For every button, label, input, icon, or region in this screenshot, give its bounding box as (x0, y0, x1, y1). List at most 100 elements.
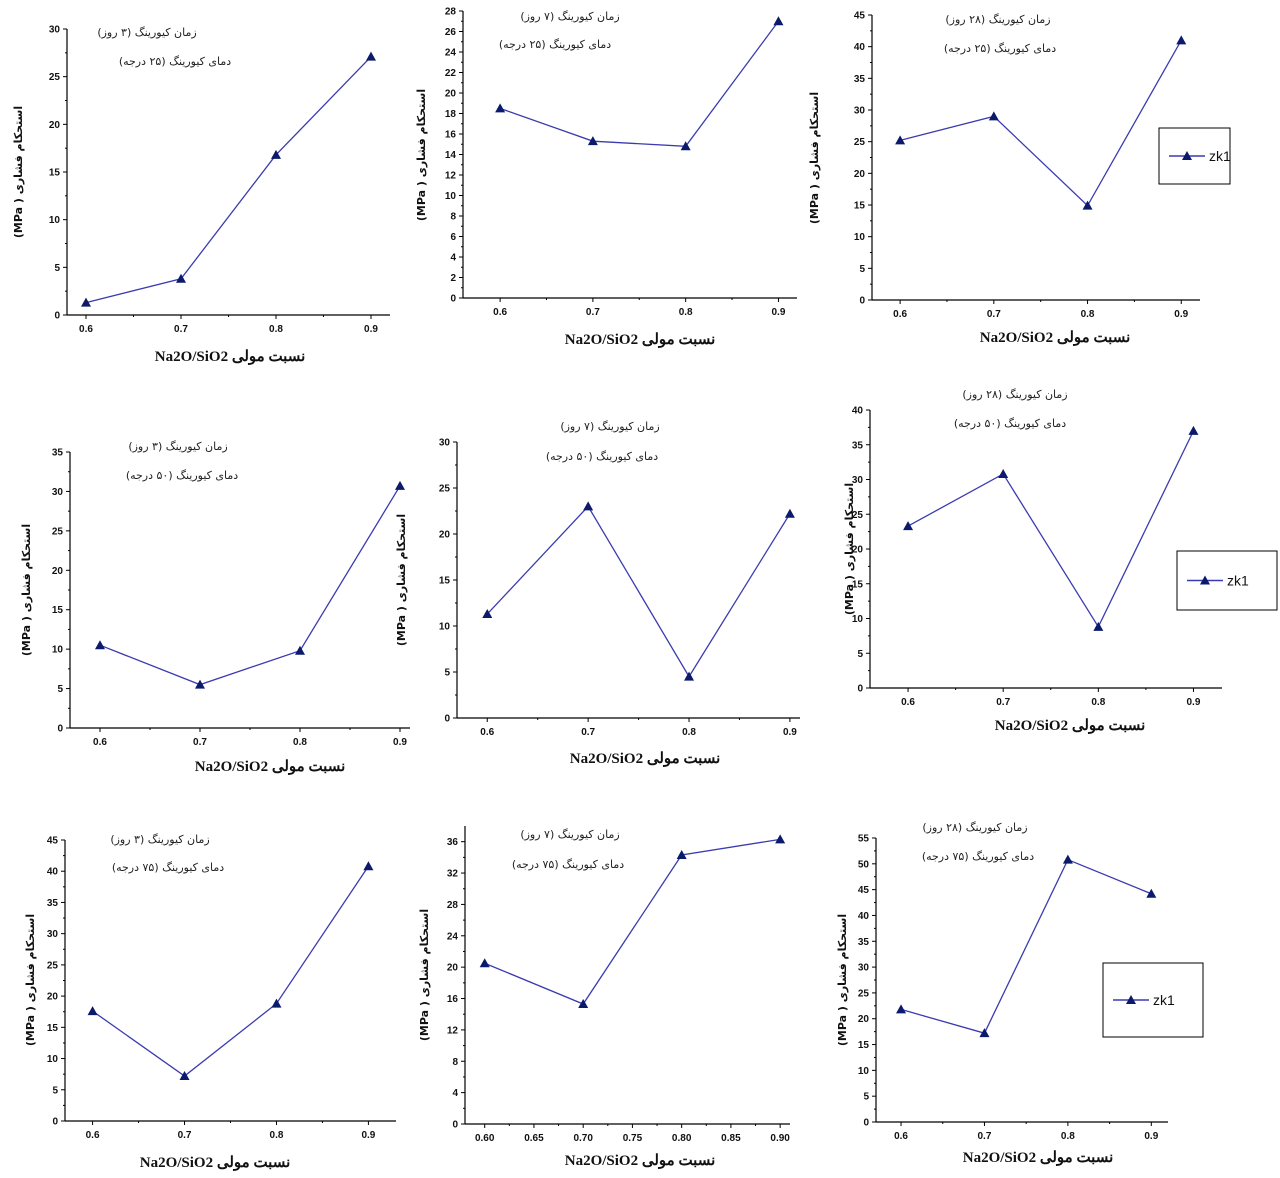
data-point-marker (1093, 621, 1104, 631)
y-tick-label: 10 (854, 232, 866, 243)
x-tick-label: 0.6 (894, 1131, 908, 1142)
y-tick-label: 20 (52, 566, 64, 577)
x-tick-label: 0.9 (361, 1130, 375, 1141)
data-point-marker (583, 501, 594, 511)
y-tick-label: 10 (852, 614, 864, 625)
data-point-marker (176, 273, 186, 283)
data-point-marker (775, 834, 786, 844)
y-tick-label: 20 (49, 120, 61, 131)
x-tick-label: 0.8 (1091, 697, 1105, 708)
series-line (92, 865, 369, 1077)
chart-panel-6: 0 5 10 15 20 25 30 35 40 0.6 0.7 0.8 0.9 زمان کیورینگ… (843, 388, 1278, 734)
y-axis-label: استحکام فشاری ( MPa) (836, 914, 849, 1046)
data-point-marker (784, 508, 795, 518)
y-tick-label: 32 (447, 869, 459, 880)
data-point-marker (895, 135, 906, 145)
y-axis-label: استحکام فشاری ( MPa) (418, 909, 431, 1041)
data-point-marker (587, 136, 598, 146)
y-tick-label: 10 (47, 1054, 59, 1065)
y-tick-label: 30 (47, 929, 59, 940)
y-tick-label: 45 (854, 11, 866, 22)
y-tick-label: 35 (854, 74, 866, 85)
x-tick-label: 0.8 (1081, 309, 1095, 320)
y-tick-label: 26 (445, 27, 457, 38)
data-point-marker (271, 149, 281, 159)
x-tick-label: 0.60 (475, 1133, 495, 1144)
y-tick-label: 30 (852, 475, 864, 486)
y-tick-label: 15 (854, 201, 866, 212)
x-axis-label: Na2O/SiO2 نسبت مولی (155, 349, 306, 365)
y-tick-label: 0 (57, 724, 63, 735)
x-tick-label: 0.6 (493, 307, 507, 318)
y-tick-label: 5 (57, 684, 63, 695)
data-point-marker (684, 671, 695, 681)
y-tick-label: 50 (858, 859, 870, 870)
x-tick-label: 0.6 (901, 697, 915, 708)
data-point-marker (479, 958, 490, 968)
x-tick-label: 0.6 (480, 727, 494, 738)
y-tick-label: 4 (450, 253, 456, 264)
data-point-marker (482, 609, 493, 619)
y-tick-label: 35 (858, 937, 870, 948)
x-tick-label: 0.6 (79, 324, 93, 335)
x-axis-label: Na2O/SiO2 نسبت مولی (995, 718, 1146, 734)
y-tick-label: 35 (852, 440, 864, 451)
data-point-marker (578, 999, 589, 1009)
y-axis-label: استحکام فشاری ( MPa) (415, 89, 428, 221)
chart-title: زمان کیورینگ (۷ روز) (520, 828, 619, 841)
x-axis-label: Na2O/SiO2 نسبت مولی (570, 751, 721, 767)
chart-title: زمان کیورینگ (۳ روز) (97, 26, 196, 39)
y-tick-label: 10 (439, 622, 451, 633)
x-tick-label: 0.7 (178, 1130, 192, 1141)
chart-subtitle: دمای کیورینگ (۷۵ درجه) (922, 850, 1034, 863)
chart-subtitle: دمای کیورینگ (۲۵ درجه) (499, 38, 611, 51)
x-tick-label: 0.6 (93, 737, 107, 748)
y-tick-label: 30 (854, 106, 866, 117)
x-axis-label: Na2O/SiO2 نسبت مولی (195, 759, 346, 775)
y-tick-label: 30 (49, 25, 61, 36)
y-tick-label: 35 (52, 448, 64, 459)
x-axis-label: Na2O/SiO2 نسبت مولی (565, 1153, 716, 1169)
data-point-marker (896, 1004, 907, 1014)
y-tick-label: 28 (447, 900, 459, 911)
y-tick-label: 40 (852, 406, 864, 417)
data-point-marker (1082, 200, 1093, 210)
x-tick-label: 0.90 (770, 1133, 790, 1144)
y-tick-label: 0 (863, 1118, 869, 1129)
x-tick-label: 0.8 (682, 727, 696, 738)
y-tick-label: 20 (858, 1014, 870, 1025)
y-tick-label: 0 (54, 311, 60, 322)
chart-title: زمان کیورینگ (۷ روز) (560, 420, 659, 433)
y-tick-label: 24 (447, 931, 459, 942)
y-tick-label: 20 (47, 992, 59, 1003)
y-tick-label: 25 (439, 484, 451, 495)
y-tick-label: 40 (854, 42, 866, 53)
y-tick-label: 15 (49, 168, 61, 179)
data-point-marker (773, 16, 784, 26)
chart-title: زمان کیورینگ (۳ روز) (110, 833, 209, 846)
x-tick-label: 0.9 (1187, 697, 1201, 708)
x-axis-label: Na2O/SiO2 نسبت مولی (140, 1155, 291, 1171)
x-tick-label: 0.7 (996, 697, 1010, 708)
chart-panel-5: 0 5 10 15 20 25 30 0.6 0.7 0.8 0.9 زمان کیورینگ (۷ … (395, 420, 800, 767)
data-point-marker (1146, 888, 1157, 898)
chart-subtitle: دمای کیورینگ (۵۰ درجه) (126, 469, 238, 482)
y-tick-label: 16 (447, 994, 459, 1005)
y-tick-label: 5 (857, 649, 863, 660)
y-tick-label: 14 (445, 150, 457, 161)
chart-title: زمان کیورینگ (۷ روز) (520, 10, 619, 23)
data-point-marker (366, 51, 376, 61)
chart-panel-1: 0 5 10 15 20 25 30 0.6 0.7 0.8 0.9 زمان کیورینگ (۳ … (12, 25, 390, 365)
data-point-marker (395, 480, 405, 490)
y-tick-label: 5 (863, 1092, 869, 1103)
y-tick-label: 25 (852, 510, 864, 521)
chart-subtitle: دمای کیورینگ (۵۰ درجه) (954, 417, 1066, 430)
y-axis-label: استحکام فشاری ( MPa) (808, 92, 821, 224)
y-axis-label: استحکام فشاری ( MPa) (24, 914, 37, 1046)
data-point-marker (95, 640, 105, 650)
chart-panel-3: 0 5 10 15 20 25 30 35 40 45 0.6 0.7 0.8 0.9 زمان کیوری… (808, 11, 1231, 347)
x-tick-label: 0.70 (573, 1133, 593, 1144)
y-tick-label: 5 (54, 263, 60, 274)
chart-panel-7: 0 5 10 15 20 25 30 35 40 45 0.6 0.7 0.8 0.9 زمان کیوری… (24, 833, 396, 1171)
